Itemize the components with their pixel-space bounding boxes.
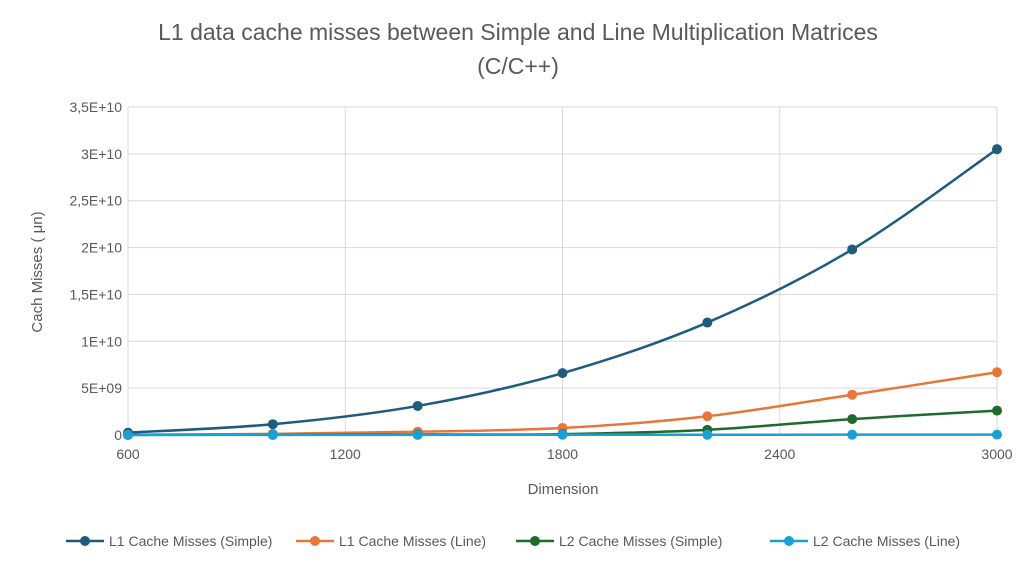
data-point: [992, 405, 1002, 416]
legend-label: L2 Cache Misses (Line): [813, 533, 960, 549]
data-series: [123, 144, 1002, 440]
legend-label: L2 Cache Misses (Simple): [559, 533, 722, 549]
y-tick-label: 2E+10: [81, 240, 122, 256]
legend: L1 Cache Misses (Simple) L1 Cache Misses …: [66, 533, 960, 549]
data-point: [123, 429, 133, 440]
chart-title-line-2: (C/C++): [477, 53, 559, 79]
data-point: [992, 429, 1002, 440]
y-tick-label: 5E+09: [81, 380, 122, 396]
x-tick-label: 1800: [547, 446, 578, 462]
data-point: [992, 144, 1002, 155]
data-point: [557, 429, 568, 440]
data-point: [702, 429, 713, 440]
y-tick-label: 1,5E+10: [69, 286, 122, 302]
data-point: [702, 317, 713, 328]
data-point: [992, 367, 1002, 378]
x-tick-label: 600: [116, 446, 140, 462]
y-tick-label: 0: [114, 427, 122, 443]
legend-marker: [784, 536, 794, 546]
x-tick-label: 1200: [330, 446, 361, 462]
data-point: [267, 419, 278, 430]
chart-title-line-1: L1 data cache misses between Simple and …: [158, 19, 878, 45]
data-point: [267, 429, 278, 440]
y-tick-label: 3E+10: [81, 146, 122, 162]
data-point: [412, 400, 423, 411]
data-point: [702, 411, 713, 422]
data-point: [847, 244, 858, 255]
legend-marker: [310, 536, 320, 546]
axis-ticks: 0 5E+09 1E+10 1,5E+10 2E+10 2,5E+10 3E+10 3,5E+…: [69, 99, 1012, 462]
data-point: [412, 429, 423, 440]
data-point: [847, 389, 858, 400]
data-point: [847, 429, 858, 440]
x-tick-label: 2400: [764, 446, 795, 462]
legend-marker: [80, 536, 90, 546]
data-point: [847, 414, 858, 425]
legend-label: L1 Cache Misses (Line): [339, 533, 486, 549]
legend-marker: [530, 536, 540, 546]
y-tick-label: 2,5E+10: [69, 193, 122, 209]
x-tick-label: 3000: [981, 446, 1012, 462]
x-axis-title: Dimension: [528, 481, 599, 498]
gridlines: [127, 106, 998, 436]
y-tick-label: 3,5E+10: [69, 99, 122, 115]
y-axis-title: Cach Misses ( μn): [29, 211, 46, 332]
data-point: [557, 368, 568, 379]
y-tick-label: 1E+10: [81, 333, 122, 349]
legend-label: L1 Cache Misses (Simple): [109, 533, 272, 549]
